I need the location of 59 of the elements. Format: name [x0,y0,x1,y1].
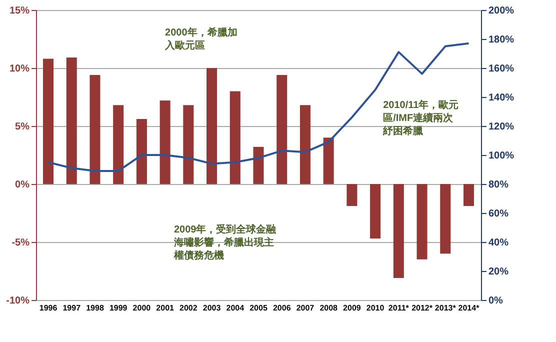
y2-tick-label: 80% [488,180,509,190]
bar [416,184,428,260]
y2-tick-label: 60% [488,208,509,220]
x-tick-label: 2008 [320,304,338,312]
annotation: 2000年，希臘加入歐元區 [164,26,238,52]
x-tick-label: 2007 [296,304,315,312]
x-tick-label: 2004 [226,304,245,312]
y2-tick-label: 160% [488,64,514,74]
bar [253,146,264,184]
line-series [47,42,470,172]
y-tick-label: 0% [15,180,30,190]
y-tick-label: 10% [9,64,30,74]
y-tick-label: -5% [12,238,30,248]
x-tick-label: 2010 [366,304,385,312]
bar [43,58,54,184]
x-tick-label: 1999 [109,304,128,312]
x-tick-label: 2011* [388,304,410,312]
y2-tick-label: 180% [488,34,514,46]
bar [323,138,334,184]
annotation: 2009年，受到全球金融海嘯影響，希臘出現主權債務危機 [172,224,278,262]
x-tick-label: 2009 [343,304,362,312]
bar [300,105,310,184]
annotation: 2010/11年，歐元區/IMF連續兩次紓困希臘 [382,98,459,137]
x-tick-label: 1996 [39,304,58,312]
x-tick-label: 1998 [86,304,104,312]
bar [370,184,381,239]
bar [90,74,100,184]
bar [463,184,474,206]
x-tick-label: 2003 [202,304,222,312]
x-tick-label: 2006 [272,304,292,312]
x-tick-label: 2002 [180,304,198,312]
y2-tick-label: 20% [488,266,509,278]
x-tick-label: 1997 [62,304,82,312]
x-tick-label: 2001 [156,304,175,312]
y2-tick-label: 120% [488,122,514,132]
bar [66,58,77,184]
bar [393,184,404,278]
bar [206,68,218,184]
y-tick-label: 5% [15,122,30,132]
bar [113,105,124,184]
x-tick-label: 2005 [250,304,268,312]
x-tick-label: 2012* [412,304,434,312]
bar [160,100,170,184]
x-tick-label: 2013* [434,304,457,312]
y-tick-label: -10% [6,296,30,306]
bar [230,91,240,184]
y2-tick-label: 0% [488,296,504,306]
bar [136,119,147,184]
bar [276,74,288,184]
y2-tick-label: 140% [488,92,514,104]
y2-tick-label: 100% [488,150,514,162]
bar [346,184,358,206]
y2-tick-label: 40% [488,238,509,248]
bar [440,184,451,254]
x-tick-label: 2000 [132,304,152,312]
y2-tick-label: 200% [488,6,514,16]
y-tick-label: 15% [9,6,30,16]
x-tick-label: 2014* [458,304,480,312]
bar [183,105,194,184]
